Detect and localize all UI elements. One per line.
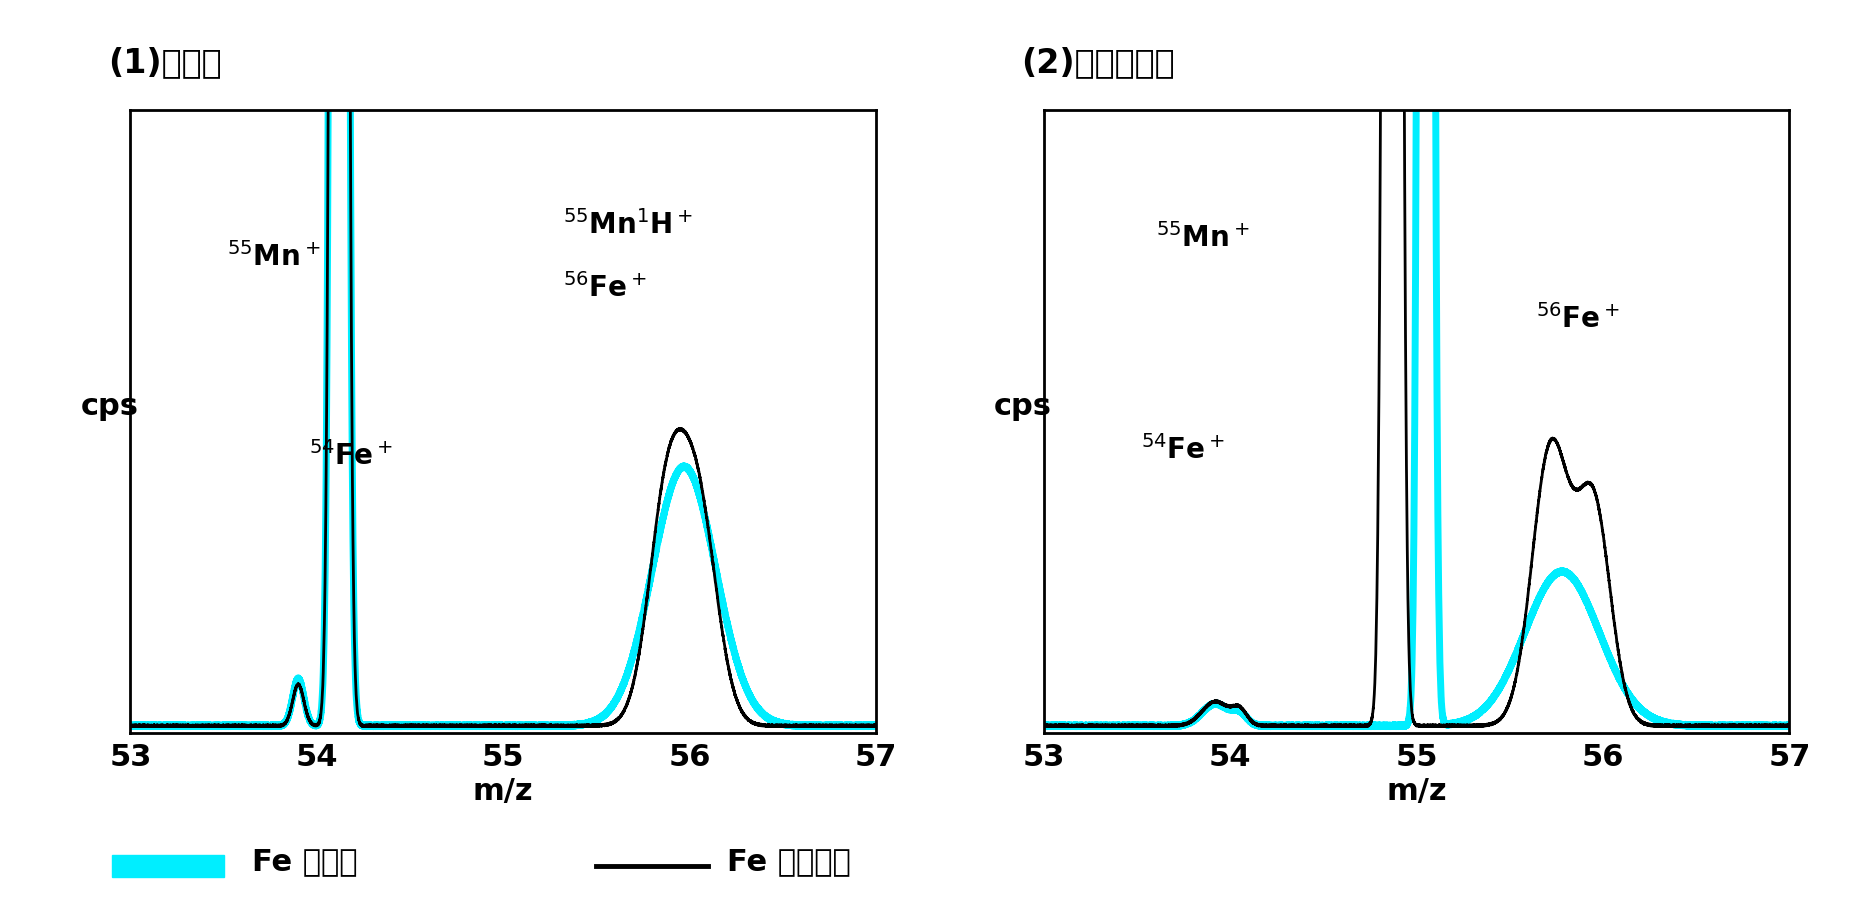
Text: (1)希釈法: (1)希釈法	[108, 47, 222, 80]
Text: $^{54}$Fe$^+$: $^{54}$Fe$^+$	[309, 442, 393, 471]
X-axis label: m/z: m/z	[473, 777, 533, 806]
Text: $^{54}$Fe$^+$: $^{54}$Fe$^+$	[1141, 435, 1225, 464]
X-axis label: m/z: m/z	[1387, 777, 1446, 806]
Text: (2)固相抜出法: (2)固相抜出法	[1021, 47, 1174, 80]
Text: $^{55}$Mn$^+$: $^{55}$Mn$^+$	[1156, 224, 1249, 253]
Text: $^{56}$Fe$^+$: $^{56}$Fe$^+$	[1536, 304, 1620, 334]
Text: Fe 未添加: Fe 未添加	[252, 847, 358, 877]
Y-axis label: cps: cps	[994, 392, 1051, 421]
Text: $^{55}$Mn$^1$H$^+$: $^{55}$Mn$^1$H$^+$	[563, 211, 693, 241]
Text: $^{56}$Fe$^+$: $^{56}$Fe$^+$	[563, 273, 647, 303]
Y-axis label: cps: cps	[80, 392, 138, 421]
Text: $^{55}$Mn$^+$: $^{55}$Mn$^+$	[227, 242, 321, 272]
Text: Fe 標準添加: Fe 標準添加	[727, 847, 850, 877]
